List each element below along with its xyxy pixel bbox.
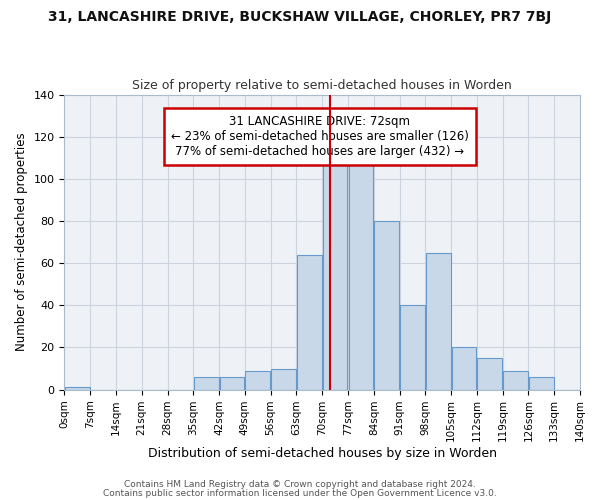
Title: Size of property relative to semi-detached houses in Worden: Size of property relative to semi-detach…	[133, 79, 512, 92]
Bar	[400, 306, 425, 390]
Bar	[452, 348, 476, 390]
Bar	[478, 358, 502, 390]
Bar	[426, 252, 451, 390]
Bar	[194, 377, 218, 390]
Bar	[65, 388, 89, 390]
X-axis label: Distribution of semi-detached houses by size in Worden: Distribution of semi-detached houses by …	[148, 447, 497, 460]
Bar	[323, 141, 347, 390]
Bar	[503, 370, 528, 390]
Text: Contains HM Land Registry data © Crown copyright and database right 2024.: Contains HM Land Registry data © Crown c…	[124, 480, 476, 489]
Bar	[271, 368, 296, 390]
Bar	[245, 370, 270, 390]
Bar	[529, 377, 554, 390]
Bar	[220, 377, 244, 390]
Text: 31, LANCASHIRE DRIVE, BUCKSHAW VILLAGE, CHORLEY, PR7 7BJ: 31, LANCASHIRE DRIVE, BUCKSHAW VILLAGE, …	[49, 10, 551, 24]
Text: 31 LANCASHIRE DRIVE: 72sqm
← 23% of semi-detached houses are smaller (126)
77% o: 31 LANCASHIRE DRIVE: 72sqm ← 23% of semi…	[170, 115, 469, 158]
Bar	[297, 254, 322, 390]
Y-axis label: Number of semi-detached properties: Number of semi-detached properties	[15, 133, 28, 352]
Text: Contains public sector information licensed under the Open Government Licence v3: Contains public sector information licen…	[103, 489, 497, 498]
Bar	[374, 221, 399, 390]
Bar	[349, 141, 373, 390]
